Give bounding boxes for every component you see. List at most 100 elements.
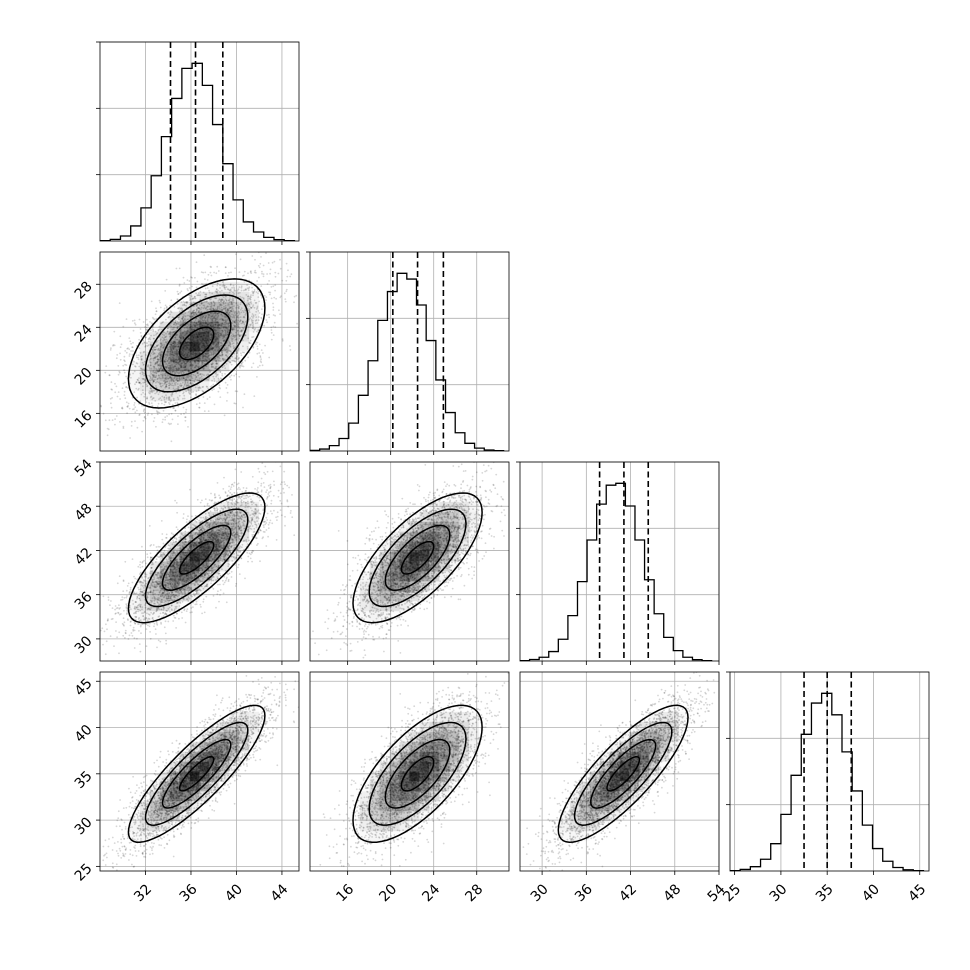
sample-point <box>164 380 167 383</box>
sample-point <box>264 344 266 347</box>
sample-point <box>156 344 159 347</box>
sample-point <box>183 301 186 304</box>
sample-point <box>188 280 191 282</box>
sample-point <box>202 390 205 393</box>
sample-point <box>124 363 126 366</box>
sample-point <box>209 305 212 308</box>
sample-point <box>206 300 208 303</box>
density-cell <box>209 331 220 342</box>
sample-point <box>232 320 234 322</box>
sample-point <box>150 300 153 303</box>
sample-point <box>212 341 215 344</box>
sample-point <box>255 343 257 346</box>
sample-point <box>168 325 171 328</box>
sample-point <box>209 308 211 311</box>
sample-point <box>171 403 174 406</box>
sample-point <box>114 391 117 394</box>
sample-point <box>121 406 124 409</box>
sample-point <box>212 366 215 368</box>
sample-point <box>113 344 116 347</box>
sample-point <box>166 415 169 417</box>
sample-point <box>199 308 202 311</box>
sample-point <box>168 358 170 361</box>
sample-point <box>119 352 121 355</box>
sample-point <box>238 357 241 359</box>
sample-point <box>236 352 239 354</box>
sample-point <box>153 366 156 369</box>
sample-point <box>165 332 167 335</box>
sample-point <box>252 304 255 306</box>
sample-point <box>164 365 166 368</box>
density-cell <box>139 371 150 382</box>
sample-point <box>232 359 235 362</box>
sample-point <box>201 362 204 365</box>
sample-point <box>207 410 210 412</box>
sample-point <box>187 381 189 383</box>
sample-point <box>127 404 129 407</box>
sample-point <box>134 411 137 414</box>
sample-point <box>127 387 129 389</box>
sample-point <box>224 326 227 328</box>
sample-point <box>208 499 211 501</box>
sample-point <box>219 299 221 301</box>
sample-point <box>204 358 207 361</box>
sample-point <box>136 426 139 429</box>
sample-point <box>168 387 171 389</box>
sample-point <box>233 347 235 349</box>
sample-point <box>259 360 262 362</box>
sample-point <box>187 370 190 373</box>
sample-point <box>154 355 157 358</box>
sample-point <box>249 324 252 327</box>
sample-point <box>254 258 256 261</box>
sample-point <box>191 380 194 382</box>
sample-point <box>183 377 185 380</box>
sample-point <box>157 329 160 332</box>
sample-point <box>252 292 255 295</box>
sample-point <box>240 334 243 336</box>
sample-point <box>233 336 236 338</box>
sample-point <box>225 334 227 337</box>
sample-point <box>168 332 171 335</box>
sample-point <box>206 355 209 358</box>
sample-point <box>159 367 161 370</box>
sample-point <box>209 312 212 314</box>
sample-point <box>240 354 243 357</box>
sample-point <box>212 353 214 356</box>
sample-point <box>233 316 236 319</box>
sample-point <box>172 320 175 323</box>
sample-point <box>213 302 216 304</box>
sample-point <box>144 379 146 382</box>
sample-point <box>150 352 153 355</box>
sample-point <box>237 319 240 322</box>
sample-point <box>217 289 220 292</box>
sample-point <box>205 378 208 381</box>
sample-point <box>152 390 154 392</box>
sample-point <box>218 357 221 360</box>
sample-point <box>173 380 176 383</box>
sample-point <box>170 344 173 347</box>
sample-point <box>181 307 184 310</box>
sample-point <box>248 309 251 312</box>
sample-point <box>153 375 155 377</box>
sample-point <box>259 235 261 237</box>
sample-point <box>218 304 221 306</box>
sample-point <box>138 381 141 384</box>
sample-point <box>214 346 216 348</box>
sample-point <box>222 358 225 361</box>
sample-point <box>260 316 263 319</box>
sample-point <box>223 335 226 338</box>
sample-point <box>133 319 136 322</box>
sample-point <box>185 408 188 411</box>
sample-point <box>215 344 217 347</box>
sample-point <box>172 387 175 390</box>
sample-point <box>242 327 244 329</box>
sample-point <box>174 345 177 348</box>
sample-point <box>183 363 186 366</box>
sample-point <box>173 382 176 385</box>
sample-point <box>235 338 238 340</box>
sample-point <box>267 493 270 495</box>
sample-point <box>242 298 245 300</box>
sample-point <box>144 393 147 395</box>
sample-point <box>269 519 272 522</box>
sample-point <box>262 264 265 267</box>
